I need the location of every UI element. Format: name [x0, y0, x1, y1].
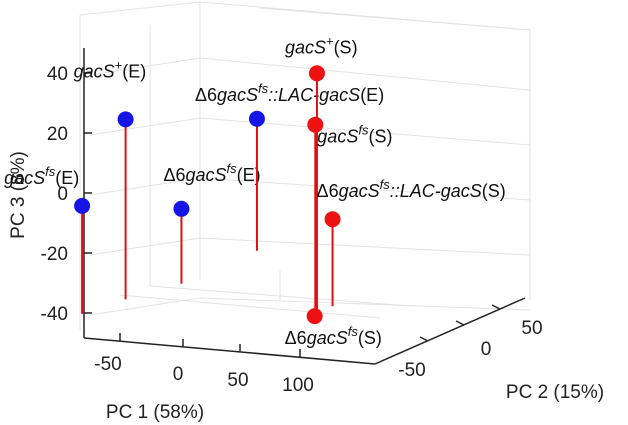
y-tick-mark	[419, 336, 429, 342]
y-tick-mark	[455, 320, 465, 326]
x-tick-label: 100	[282, 375, 314, 396]
y-tick-labels: -50 0 50	[398, 318, 542, 381]
grid-line	[79, 1, 201, 16]
x-axis-label: PC 1 (58%)	[106, 402, 204, 423]
x-tick-label: 50	[227, 370, 248, 391]
z-tick-label: 20	[47, 124, 68, 145]
z-tick-label: 40	[47, 64, 68, 85]
data-point	[307, 116, 324, 133]
grid-line	[89, 57, 531, 91]
y-tick-label: 0	[481, 339, 492, 360]
grid-line	[89, 237, 531, 256]
point-label: gacS+(S)	[285, 33, 358, 57]
data-point	[74, 197, 91, 214]
grid-line	[89, 117, 531, 146]
x-tick-labels: -50 0 50 100	[94, 354, 314, 396]
point-label: gacSfs(E)	[4, 164, 79, 188]
x-axis-line	[83, 337, 376, 365]
y-tick-label: 50	[521, 318, 542, 339]
z-axis-label: PC 3 (8%)	[8, 151, 29, 239]
point-label: gacS+(E)	[74, 57, 147, 81]
point-label: Δ6gacSfs::LAC-gacS(E)	[195, 81, 384, 105]
grid-line	[119, 294, 381, 319]
z-tick-label: -20	[41, 244, 68, 265]
x-tick-label: -50	[94, 354, 121, 375]
grid-lines	[79, 1, 531, 330]
data-point	[308, 65, 325, 82]
point-label: gacSfs(S)	[317, 123, 392, 147]
data-point	[248, 110, 265, 127]
grid-line	[89, 297, 531, 316]
data-point	[173, 200, 190, 217]
y-axis-label: PC 2 (15%)	[506, 382, 604, 403]
y-axis-line	[374, 297, 526, 365]
grid-line	[259, 7, 531, 31]
data-point	[117, 111, 134, 128]
axes	[83, 48, 526, 365]
z-tick-label: -40	[41, 304, 68, 325]
data-point	[324, 211, 341, 228]
point-label: Δ6gacSfs::LAC-gacS(S)	[317, 177, 506, 201]
z-tick-labels: 40 20 0 -20 -40	[41, 64, 68, 325]
x-tick-label: 0	[173, 364, 184, 385]
grid-line	[89, 177, 531, 201]
data-marks: gacS+(E)gacSfs(E) Δ6gacSfs(E)Δ6gacSfs::LA…	[4, 33, 506, 348]
point-label: Δ6gacSfs(E)	[163, 161, 260, 185]
data-point	[306, 308, 323, 325]
point-label: Δ6gacSfs(S)	[285, 324, 382, 348]
y-tick-label: -50	[398, 360, 425, 381]
y-tick-mark	[491, 304, 501, 310]
z-tick-label: 0	[57, 184, 68, 205]
